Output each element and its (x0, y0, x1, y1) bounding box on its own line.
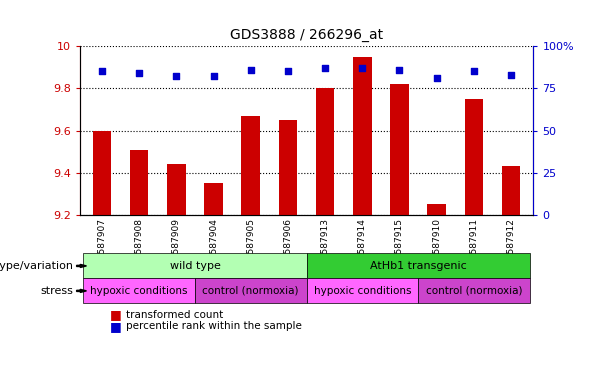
Bar (279, 120, 297, 215)
Bar (167, 164, 186, 215)
Text: stress: stress (40, 286, 74, 296)
Point (432, 75, 441, 81)
Text: wild type: wild type (170, 261, 221, 271)
Bar (242, 116, 260, 215)
Bar (390, 84, 409, 215)
Point (357, 65, 367, 71)
Text: ■: ■ (110, 308, 122, 321)
Bar (204, 184, 223, 215)
Text: transformed count: transformed count (126, 310, 223, 320)
Bar (465, 99, 483, 215)
Point (97, 68, 107, 74)
Point (283, 68, 293, 74)
Bar (316, 88, 334, 215)
Text: ■: ■ (110, 320, 122, 333)
Text: AtHb1 transgenic: AtHb1 transgenic (370, 261, 466, 271)
Point (469, 68, 479, 74)
Point (172, 73, 181, 79)
Bar (130, 150, 148, 215)
Bar (427, 205, 446, 215)
Point (320, 65, 330, 71)
Point (246, 67, 256, 73)
Bar (93, 131, 112, 215)
Text: hypoxic conditions: hypoxic conditions (313, 286, 411, 296)
Text: hypoxic conditions: hypoxic conditions (91, 286, 188, 296)
Text: genotype/variation: genotype/variation (0, 261, 74, 271)
Text: control (normoxia): control (normoxia) (202, 286, 299, 296)
Point (134, 70, 144, 76)
Point (506, 72, 516, 78)
Text: control (normoxia): control (normoxia) (425, 286, 522, 296)
Title: GDS3888 / 266296_at: GDS3888 / 266296_at (230, 28, 383, 42)
Bar (353, 57, 371, 215)
Point (395, 67, 405, 73)
Point (208, 73, 218, 79)
Bar (501, 167, 520, 215)
Text: percentile rank within the sample: percentile rank within the sample (126, 321, 302, 331)
